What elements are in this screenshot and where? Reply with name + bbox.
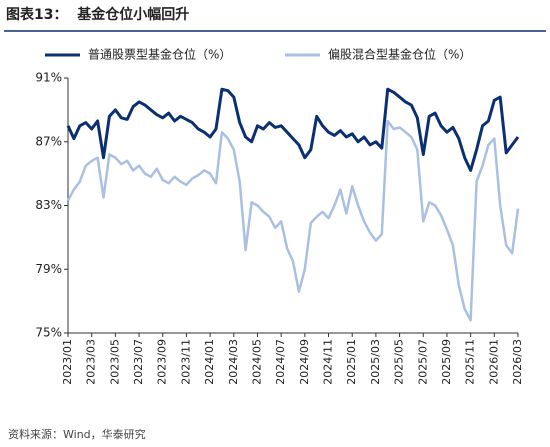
x-tick-label: 2025/11: [464, 339, 477, 385]
x-tick-label: 2024/11: [322, 339, 335, 385]
x-tick-label: 2025/05: [393, 339, 406, 385]
y-tick-label: 75%: [35, 326, 62, 340]
x-tick-label: 2023/03: [85, 339, 98, 385]
x-tick-label: 2026/03: [511, 339, 524, 385]
chart-title: 图表13： 基金仓位小幅回升: [6, 6, 189, 23]
legend-label: 普通股票型基金仓位（%）: [88, 47, 231, 62]
x-tick-label: 2024/07: [274, 339, 287, 385]
x-tick-label: 2026/01: [487, 339, 500, 385]
x-tick-label: 2024/09: [298, 339, 311, 385]
x-tick-label: 2023/11: [179, 339, 192, 385]
x-tick-label: 2025/07: [416, 339, 429, 385]
series-line: [66, 119, 520, 322]
legend-label: 偏股混合型基金仓位（%）: [328, 47, 471, 62]
x-tick-label: 2024/05: [250, 339, 263, 385]
y-tick-label: 83%: [35, 198, 62, 212]
series-line: [66, 87, 520, 172]
x-tick-label: 2023/01: [61, 339, 74, 385]
x-tick-label: 2023/05: [108, 339, 121, 385]
y-tick-label: 91%: [35, 71, 62, 85]
y-tick-label: 87%: [35, 134, 62, 148]
x-tick-label: 2025/09: [440, 339, 453, 385]
x-tick-label: 2025/01: [345, 339, 358, 385]
x-tick-label: 2023/07: [132, 339, 145, 385]
y-tick-label: 79%: [35, 262, 62, 276]
x-tick-label: 2024/01: [203, 339, 216, 385]
source-note: 资料来源：Wind，华泰研究: [8, 427, 146, 441]
x-tick-label: 2023/09: [156, 339, 169, 385]
x-tick-label: 2024/03: [227, 339, 240, 385]
x-tick-label: 2025/03: [369, 339, 382, 385]
